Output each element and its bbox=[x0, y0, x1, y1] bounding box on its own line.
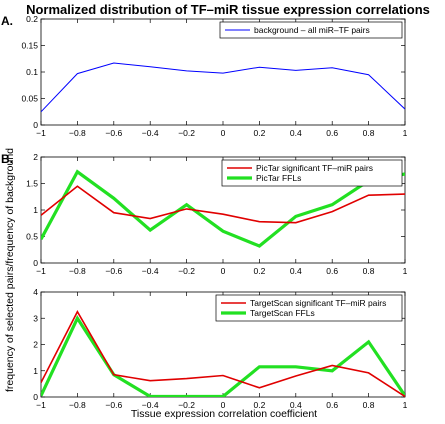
x-tick-label: −0.8 bbox=[69, 128, 86, 138]
series-line-1 bbox=[41, 310, 405, 397]
y-tick-label: 1 bbox=[33, 205, 38, 215]
x-tick-label: 0.4 bbox=[290, 128, 302, 138]
x-tick-label: 0 bbox=[221, 128, 226, 138]
x-tick-label: 1 bbox=[403, 400, 408, 410]
x-tick-label: −1 bbox=[36, 400, 46, 410]
x-tick-label: −0.8 bbox=[69, 266, 86, 276]
x-tick-label: 0 bbox=[221, 400, 226, 410]
x-tick-label: 0.4 bbox=[290, 400, 302, 410]
y-tick-label: 0.2 bbox=[26, 14, 38, 24]
legend-entry-1: PicTar significant TF–miR pairs bbox=[256, 163, 373, 173]
x-tick-label: −0.4 bbox=[142, 400, 159, 410]
y-tick-label: 0 bbox=[33, 120, 38, 130]
y-tick-label: 1.5 bbox=[26, 179, 38, 189]
x-tick-label: 1 bbox=[403, 266, 408, 276]
series-group bbox=[41, 169, 405, 248]
figure-y-axis-label: frequency of selected pairs/frequency of… bbox=[4, 148, 16, 392]
x-tick-label: 0.6 bbox=[326, 400, 338, 410]
x-tick-label: 0.8 bbox=[363, 400, 375, 410]
y-tick-label: 4 bbox=[33, 287, 38, 297]
legend-box bbox=[215, 294, 403, 322]
x-tick-label: −0.4 bbox=[142, 128, 159, 138]
figure-x-axis-label: Tissue expression correlation coefficien… bbox=[131, 408, 317, 420]
series-line-2 bbox=[41, 169, 405, 248]
x-tick-label: 0.6 bbox=[326, 128, 338, 138]
legend-entry-1: background – all miR–TF pairs bbox=[254, 25, 370, 35]
chart-panel-3: −1 −0.8 −0.6 −0.4 −0.2 0 0.2 0.4 0.6 0.8 1 0 1 2 3 4 Tar… bbox=[33, 287, 407, 410]
x-tick-label: −0.8 bbox=[69, 400, 86, 410]
y-tick-label: 2 bbox=[33, 340, 38, 350]
series-group bbox=[41, 310, 405, 397]
x-tick-label: 0.2 bbox=[253, 128, 265, 138]
chart-panel-2: −1 −0.8 −0.6 −0.4 −0.2 0 0.2 0.4 0.6 0.8 1 0 0.5 1 1.5… bbox=[1, 152, 408, 276]
y-tick-label: 1 bbox=[33, 366, 38, 376]
figure-title: Normalized distribution of TF–miR tissue… bbox=[26, 2, 430, 17]
panel-label: A. bbox=[1, 14, 13, 28]
x-tick-label: 0.4 bbox=[290, 266, 302, 276]
y-tick-label: 3 bbox=[33, 313, 38, 323]
x-tick-label: 0.2 bbox=[253, 266, 265, 276]
legend-box bbox=[221, 159, 403, 187]
x-tick-label: −0.2 bbox=[178, 400, 195, 410]
y-tick-label: 0 bbox=[33, 258, 38, 268]
panel-label: B. bbox=[1, 152, 13, 166]
x-tick-label: 0 bbox=[221, 266, 226, 276]
x-tick-label: −0.2 bbox=[178, 128, 195, 138]
x-tick-label: −1 bbox=[36, 266, 46, 276]
x-tick-label: 0.8 bbox=[363, 128, 375, 138]
y-tick-label: 0.15 bbox=[21, 41, 38, 51]
y-tick-label: 0 bbox=[33, 392, 38, 402]
chart-panel-1: −1 −0.8 −0.6 −0.4 −0.2 0 0.2 0.4 0.6 0.8 1 0 0.05 0.1… bbox=[1, 14, 408, 138]
x-tick-label: −0.6 bbox=[105, 400, 122, 410]
legend-entry-1: TargetScan significant TF–miR pairs bbox=[250, 298, 386, 308]
x-tick-label: −0.2 bbox=[178, 266, 195, 276]
series-group bbox=[41, 62, 405, 113]
series-line-1 bbox=[41, 62, 405, 113]
x-tick-label: 0.2 bbox=[253, 400, 265, 410]
x-tick-label: 1 bbox=[403, 128, 408, 138]
x-tick-label: 0.6 bbox=[326, 266, 338, 276]
x-tick-label: −0.6 bbox=[105, 128, 122, 138]
y-tick-label: 2 bbox=[33, 152, 38, 162]
x-tick-label: −0.6 bbox=[105, 266, 122, 276]
x-tick-label: −0.4 bbox=[142, 266, 159, 276]
x-tick-label: −1 bbox=[36, 128, 46, 138]
y-tick-label: 0.1 bbox=[26, 67, 38, 77]
y-tick-label: 0.5 bbox=[26, 232, 38, 242]
series-line-2 bbox=[41, 315, 405, 397]
legend-entry-2: PicTar FFLs bbox=[256, 173, 301, 183]
x-tick-label: 0.8 bbox=[363, 266, 375, 276]
legend-entry-2: TargetScan FFLs bbox=[250, 308, 315, 318]
series-line-1 bbox=[41, 185, 405, 224]
y-tick-label: 0.05 bbox=[21, 94, 38, 104]
legend-box bbox=[219, 21, 403, 39]
